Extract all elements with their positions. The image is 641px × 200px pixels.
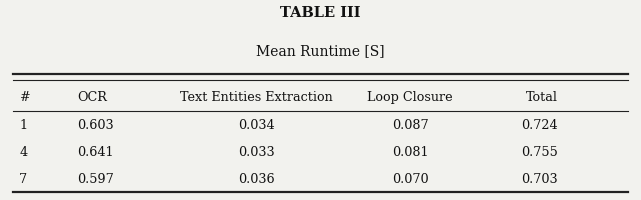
Text: 0.087: 0.087 bbox=[392, 118, 429, 131]
Text: 7: 7 bbox=[19, 172, 28, 185]
Text: Total: Total bbox=[526, 91, 558, 104]
Text: TABLE III: TABLE III bbox=[280, 6, 361, 20]
Text: 0.724: 0.724 bbox=[521, 118, 558, 131]
Text: 0.755: 0.755 bbox=[520, 145, 558, 158]
Text: Text Entities Extraction: Text Entities Extraction bbox=[180, 91, 333, 104]
Text: OCR: OCR bbox=[77, 91, 107, 104]
Text: 4: 4 bbox=[19, 145, 28, 158]
Text: 0.070: 0.070 bbox=[392, 172, 429, 185]
Text: 1: 1 bbox=[19, 118, 27, 131]
Text: Mean Runtime [S]: Mean Runtime [S] bbox=[256, 44, 385, 58]
Text: 0.641: 0.641 bbox=[77, 145, 113, 158]
Text: 0.081: 0.081 bbox=[392, 145, 428, 158]
Text: Loop Closure: Loop Closure bbox=[367, 91, 453, 104]
Text: 0.034: 0.034 bbox=[238, 118, 275, 131]
Text: 0.603: 0.603 bbox=[77, 118, 113, 131]
Text: 0.036: 0.036 bbox=[238, 172, 275, 185]
Text: 0.033: 0.033 bbox=[238, 145, 275, 158]
Text: 0.597: 0.597 bbox=[77, 172, 113, 185]
Text: 0.703: 0.703 bbox=[521, 172, 558, 185]
Text: #: # bbox=[19, 91, 30, 104]
